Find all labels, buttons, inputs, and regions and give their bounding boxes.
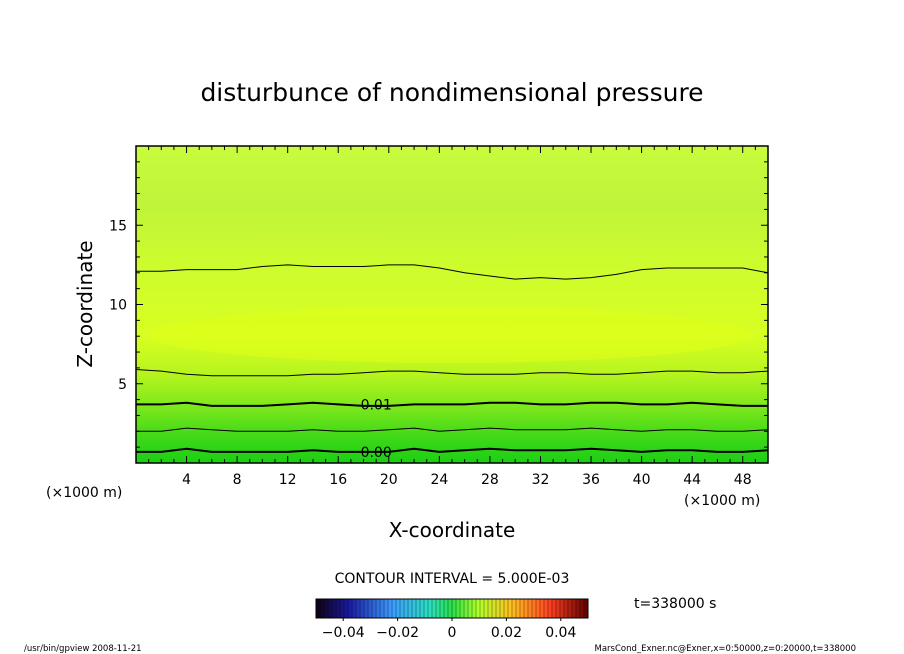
contour-line-1: [136, 427, 769, 432]
contour-label: 0.01: [361, 397, 392, 413]
contour-line-4: [136, 264, 769, 280]
chart-title: disturbunce of nondimensional pressure: [200, 78, 703, 107]
colorbar-tick-label: −0.02: [376, 625, 419, 641]
x-ticks: 4 8 12 16 20 24 28 32 36 40 44 48: [148, 146, 756, 488]
colorbar: −0.04 −0.02 0 0.02 0.04: [315, 598, 589, 641]
x-tick-label: 24: [430, 472, 448, 488]
colorbar-tick-label: 0.04: [545, 625, 576, 641]
x-tick-label: 4: [182, 472, 191, 488]
x-axis-unit: (×1000 m): [684, 493, 760, 509]
contour-field: [136, 146, 768, 463]
x-tick-label: 36: [582, 472, 600, 488]
y-axis-label: Z-coordinate: [73, 240, 97, 367]
colorbar-stripes: [319, 599, 585, 618]
y-tick-label: 5: [118, 377, 127, 393]
x-tick-label: 28: [481, 472, 499, 488]
contour-interval-label: CONTOUR INTERVAL = 5.000E-03: [335, 571, 570, 587]
x-tick-label: 8: [233, 472, 242, 488]
contour-lines: [135, 264, 769, 453]
x-tick-label: 32: [532, 472, 550, 488]
contour-line-2: [136, 401, 768, 407]
colorbar-ticks: −0.04 −0.02 0 0.02 0.04: [322, 618, 576, 641]
field-maximum-region: [150, 307, 750, 363]
contour-label: 0.00: [361, 445, 392, 461]
x-axis-label: X-coordinate: [389, 518, 516, 542]
contour-line-3: [135, 369, 769, 377]
y-tick-label: 10: [109, 298, 127, 314]
colorbar-tick-label: 0.02: [491, 625, 522, 641]
x-tick-label: 12: [279, 472, 297, 488]
footer-right: MarsCond_Exner.nc@Exner,x=0:50000,z=0:20…: [594, 644, 856, 654]
colorbar-tick-label: −0.04: [322, 625, 365, 641]
contour-line-0: [136, 447, 769, 453]
colorbar-tick-label: 0: [448, 625, 457, 641]
x-tick-label: 40: [633, 472, 651, 488]
x-tick-label: 16: [329, 472, 347, 488]
footer-left: /usr/bin/gpview 2008-11-21: [24, 644, 142, 654]
x-tick-label: 20: [380, 472, 398, 488]
y-axis-unit: (×1000 m): [46, 485, 122, 501]
contour-labels: 0.01 0.00: [361, 397, 392, 461]
x-tick-label: 48: [734, 472, 752, 488]
x-tick-label: 44: [683, 472, 701, 488]
y-tick-label: 15: [109, 218, 127, 234]
time-label: t=338000 s: [634, 596, 716, 612]
y-ticks: 5 10 15: [109, 161, 768, 448]
